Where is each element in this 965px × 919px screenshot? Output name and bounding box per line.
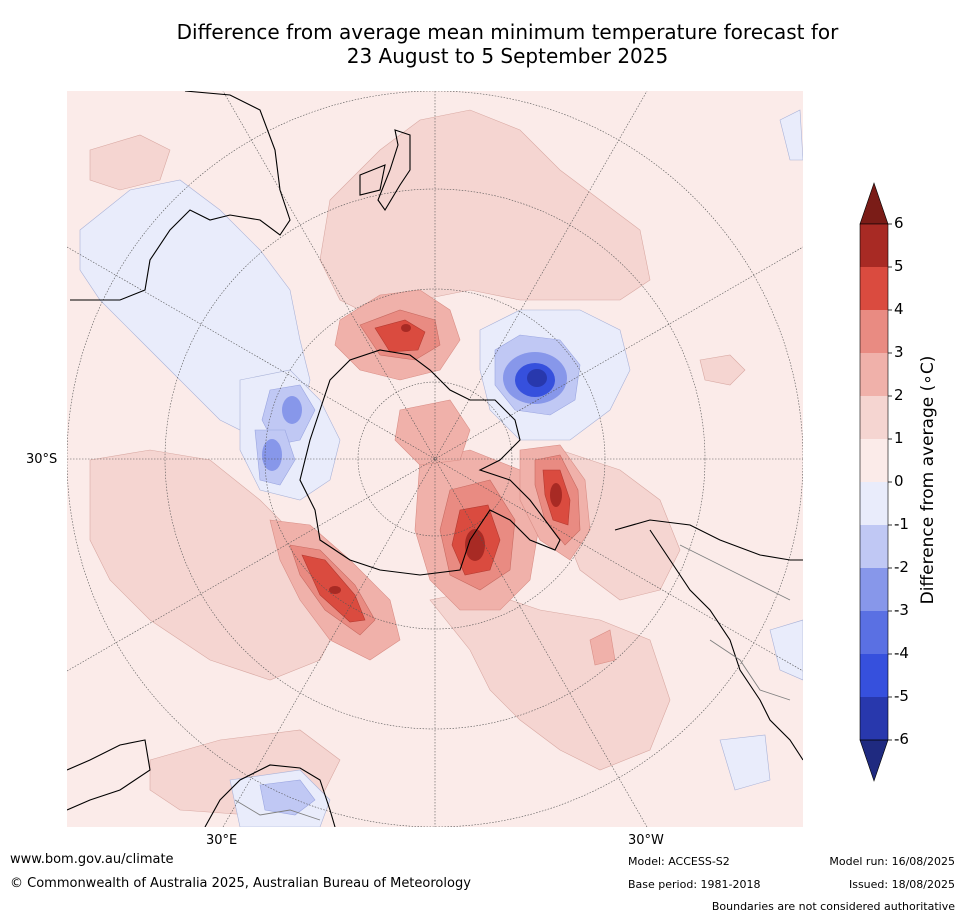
footer-base-period: Base period: 1981-2018 bbox=[628, 878, 761, 891]
colorbar-bin bbox=[860, 396, 888, 439]
colorbar-bin bbox=[860, 568, 888, 611]
colorbar-tick-label: 1 bbox=[894, 429, 904, 447]
footer-disclaimer: Boundaries are not considered authoritat… bbox=[711, 900, 955, 913]
footer-model-run: Model run: 16/08/2025 bbox=[829, 855, 955, 868]
colorbar-bin bbox=[860, 439, 888, 482]
colorbar-bin bbox=[860, 482, 888, 525]
colorbar-title: Difference from average (∘C) bbox=[918, 355, 938, 605]
colorbar-extend-bottom bbox=[859, 739, 889, 782]
colorbar bbox=[859, 182, 892, 782]
country-boundaries bbox=[234, 544, 791, 821]
colorbar-tick-label: -3 bbox=[894, 601, 909, 619]
lat-label-30s: 30°S bbox=[26, 452, 58, 467]
footer-url[interactable]: www.bom.gov.au/climate bbox=[10, 852, 174, 867]
colorbar-tick-label: 2 bbox=[894, 386, 904, 404]
colorbar-bin bbox=[860, 224, 888, 267]
colorbar-bin bbox=[860, 611, 888, 654]
footer-copyright: © Commonwealth of Australia 2025, Austra… bbox=[10, 876, 471, 891]
coastlines bbox=[67, 91, 803, 827]
colorbar-tick-label: -2 bbox=[894, 558, 909, 576]
colorbar-bin bbox=[860, 353, 888, 396]
title-line-2: 23 August to 5 September 2025 bbox=[346, 44, 669, 68]
lon-label-30e: 30°E bbox=[206, 833, 238, 848]
colorbar-bin bbox=[860, 654, 888, 697]
anomaly-warm-1-2 bbox=[89, 109, 746, 816]
footer-model: Model: ACCESS-S2 bbox=[628, 855, 730, 868]
colorbar-tick-label: 4 bbox=[894, 300, 904, 318]
anomaly-warm-5-6 bbox=[329, 324, 562, 594]
colorbar-extend-top bbox=[859, 182, 889, 225]
colorbar-tick-label: 0 bbox=[894, 472, 904, 490]
colorbar-bin bbox=[860, 697, 888, 740]
colorbar-bin bbox=[860, 310, 888, 353]
map-layers bbox=[67, 91, 803, 827]
graticule bbox=[67, 91, 803, 827]
colorbar-tick-label: 6 bbox=[894, 214, 904, 232]
colorbar-bin bbox=[860, 525, 888, 568]
colorbar-tick-label: 3 bbox=[894, 343, 904, 361]
colorbar-tick-label: -4 bbox=[894, 644, 909, 662]
anomaly-cool-5-6 bbox=[527, 369, 547, 387]
colorbar-bin bbox=[860, 267, 888, 310]
colorbar-tick-label: -1 bbox=[894, 515, 909, 533]
title-line-1: Difference from average mean minimum tem… bbox=[176, 20, 839, 44]
footer-issued: Issued: 18/08/2025 bbox=[848, 878, 955, 891]
colorbar-tick-label: 5 bbox=[894, 257, 904, 275]
colorbar-tick-label: -6 bbox=[894, 730, 909, 748]
chart-title: Difference from average mean minimum tem… bbox=[0, 20, 965, 68]
colorbar-tick-label: -5 bbox=[894, 687, 909, 705]
lon-label-30w: 30°W bbox=[628, 833, 664, 848]
